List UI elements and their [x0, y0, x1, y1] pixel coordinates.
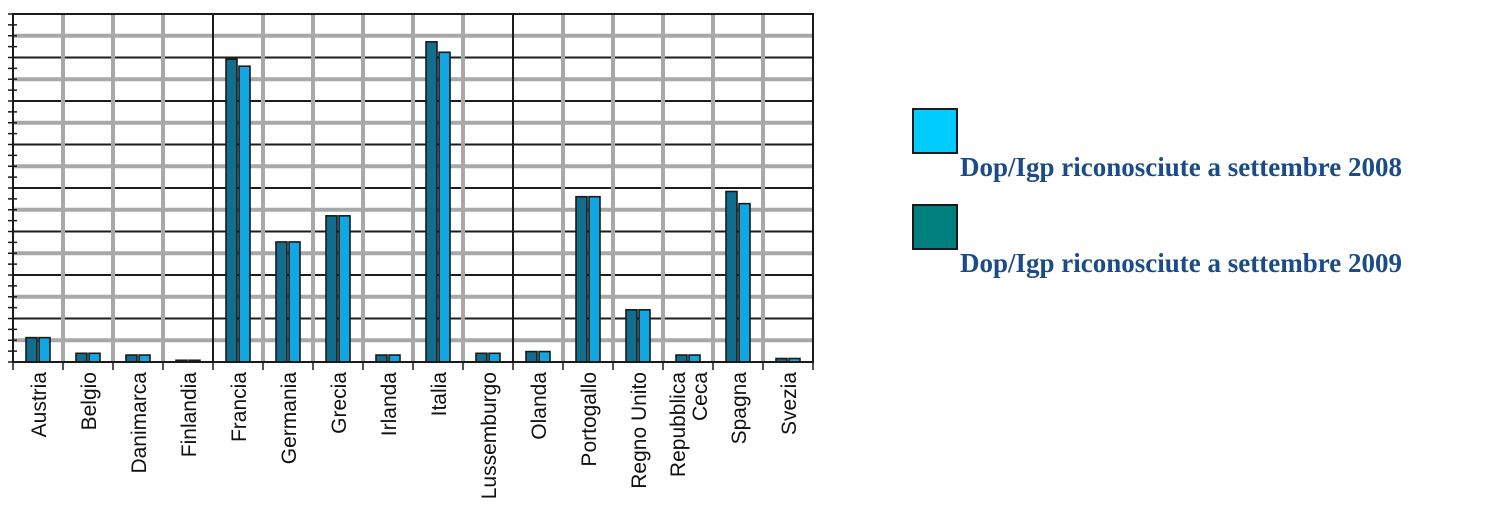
x-tick-labels: Austria Belgio Danimarca Finlandia Francia Ge… — [28, 372, 801, 500]
bar-2009-belgio — [75, 352, 88, 363]
legend-swatch-2008 — [912, 108, 958, 154]
x-label-portogallo: Portogallo — [578, 372, 601, 467]
x-label-irlanda: Irlanda — [378, 372, 401, 437]
bar-2009-italia — [425, 41, 438, 363]
legend-label-2008: Dop/Igp riconosciute a settembre 2008 — [960, 152, 1402, 182]
x-label-repubblica-ceca: Repubblica — [667, 372, 690, 477]
bar-2008-belgio — [88, 352, 101, 363]
legend-item-2009: Dop/Igp riconosciute a settembre 2009 — [912, 204, 1492, 300]
legend-swatch-2009 — [912, 204, 958, 250]
legend: Dop/Igp riconosciute a settembre 2008 Do… — [912, 108, 1492, 300]
bar-2009-spagna — [725, 190, 738, 363]
bar-2008-francia — [238, 65, 251, 363]
bar-chart: Austria Belgio Danimarca Finlandia Francia Ge… — [8, 13, 814, 500]
bar-2008-irlanda — [388, 354, 401, 363]
bar-2009-portogallo — [575, 195, 588, 363]
x-label-francia: Francia — [228, 372, 251, 442]
axes — [8, 13, 814, 370]
x-label-finlandia: Finlandia — [178, 372, 201, 458]
bar-2008-germania — [288, 241, 301, 363]
x-label-svezia: Svezia — [778, 372, 801, 435]
x-label-austria: Austria — [28, 372, 51, 438]
bar-2009-francia — [225, 58, 238, 363]
gridlines — [13, 14, 813, 362]
bar-2008-repubblica-ceca — [688, 354, 701, 363]
bar-2009-irlanda — [375, 354, 388, 363]
legend-label-2009: Dop/Igp riconosciute a settembre 2009 — [960, 248, 1402, 278]
x-label-germania: Germania — [278, 372, 301, 465]
bar-2008-lussemburgo — [488, 352, 501, 363]
x-label-lussemburgo: Lussemburgo — [478, 372, 501, 499]
x-label-olanda: Olanda — [528, 372, 551, 440]
bar-2008-italia — [438, 51, 451, 363]
bar-2009-lussemburgo — [475, 352, 488, 363]
bar-2009-grecia — [325, 215, 338, 363]
bar-2009-regno-unito — [625, 308, 638, 363]
bar-2009-austria — [25, 336, 38, 363]
x-label-belgio: Belgio — [78, 372, 101, 430]
x-label-regno-unito: Regno Unito — [628, 372, 651, 489]
bar-2008-spagna — [738, 202, 751, 363]
bar-2008-regno-unito — [638, 308, 651, 363]
x-label-repubblica-ceca: Ceca — [689, 372, 712, 421]
bar-2009-danimarca — [125, 354, 138, 363]
bar-2009-germania — [275, 241, 288, 363]
bar-2008-portogallo — [588, 195, 601, 363]
x-label-danimarca: Danimarca — [128, 372, 151, 474]
x-label-grecia: Grecia — [328, 372, 351, 434]
bar-2008-olanda — [538, 350, 551, 363]
bar-2009-repubblica-ceca — [675, 354, 688, 363]
bar-2008-austria — [38, 336, 51, 363]
x-label-italia: Italia — [428, 372, 451, 417]
bar-2008-danimarca — [138, 354, 151, 363]
legend-item-2008: Dop/Igp riconosciute a settembre 2008 — [912, 108, 1492, 204]
bar-2009-olanda — [525, 350, 538, 363]
x-label-spagna: Spagna — [728, 372, 751, 445]
bar-2008-grecia — [338, 215, 351, 363]
